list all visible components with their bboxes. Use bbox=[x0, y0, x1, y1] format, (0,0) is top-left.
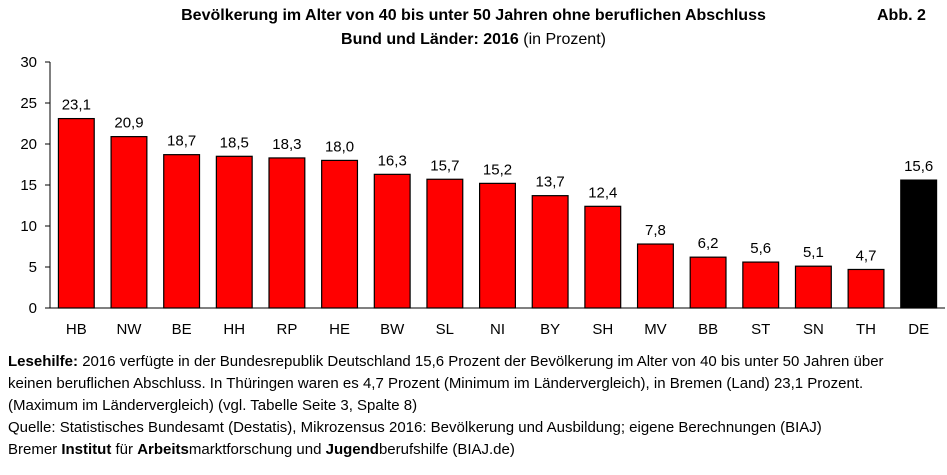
bar-th bbox=[847, 268, 885, 309]
lesehilfe-text1: 2016 verfügte in der Bundesrepublik Deut… bbox=[78, 353, 884, 370]
x-tick-label-bb: BB bbox=[698, 321, 718, 338]
chart-title-unit: (in Prozent) bbox=[518, 31, 606, 48]
data-label-bb: 6,2 bbox=[698, 235, 719, 252]
data-label-rp: 18,3 bbox=[272, 136, 301, 153]
x-tick-label-be: BE bbox=[172, 321, 192, 338]
lesehilfe-line3: (Maximum im Ländervergleich) (vgl. Tabel… bbox=[8, 397, 418, 414]
data-label-he: 18,0 bbox=[325, 138, 354, 155]
biaj-part: Bremer bbox=[8, 441, 62, 458]
y-tick-label: 10 bbox=[20, 218, 37, 235]
bar-de bbox=[900, 179, 938, 309]
y-tick-label: 25 bbox=[20, 95, 37, 112]
lesehilfe-line2: keinen beruflichen Abschluss. In Thüring… bbox=[8, 375, 864, 392]
data-label-st: 5,6 bbox=[750, 240, 771, 257]
x-tick-label-hh: HH bbox=[223, 321, 245, 338]
x-tick-label-hb: HB bbox=[66, 321, 87, 338]
data-label-by: 13,7 bbox=[536, 174, 565, 191]
biaj-part: marktforschung und bbox=[188, 441, 326, 458]
chart-title-bold: Bund und Länder: 2016 bbox=[341, 31, 519, 48]
x-tick-label-st: ST bbox=[751, 321, 770, 338]
lesehilfe-line1: Lesehilfe: 2016 verfügte in der Bundesre… bbox=[8, 351, 943, 373]
data-label-de: 15,6 bbox=[904, 158, 933, 175]
data-label-th: 4,7 bbox=[856, 247, 877, 264]
biaj-bold: Institut bbox=[61, 441, 112, 458]
data-label-be: 18,7 bbox=[167, 133, 196, 150]
x-tick-label-bw: BW bbox=[380, 321, 405, 338]
bar-ni bbox=[479, 182, 517, 309]
bar-chart: 0 5 10 15 20 25 30 23,1 HB 20,9 NW 18,7 BE 18,5 HH 18,3… bbox=[20, 54, 945, 338]
data-label-sn: 5,1 bbox=[803, 244, 824, 261]
chart-title-line2: Bund und Länder: 2016 (in Prozent) bbox=[0, 31, 947, 49]
x-tick-label-sn: SN bbox=[803, 321, 824, 338]
data-label-ni: 15,2 bbox=[483, 161, 512, 178]
biaj-bold: Arbeits bbox=[137, 441, 189, 458]
chart-title-line1: Bevölkerung im Alter von 40 bis unter 50… bbox=[181, 7, 766, 24]
bar-nw bbox=[110, 136, 148, 309]
biaj-bold: Jugend bbox=[325, 441, 379, 458]
bar-bb bbox=[689, 256, 727, 309]
data-label-hb: 23,1 bbox=[62, 97, 91, 114]
bar-bw bbox=[373, 173, 411, 309]
x-tick-label-de: DE bbox=[908, 321, 929, 338]
data-label-hh: 18,5 bbox=[220, 134, 249, 151]
x-tick-label-sl: SL bbox=[436, 321, 454, 338]
x-tick-label-sh: SH bbox=[592, 321, 613, 338]
lesehilfe-label: Lesehilfe: bbox=[8, 353, 79, 370]
biaj-line: Bremer Institut für Arbeitsmarktforschun… bbox=[8, 439, 943, 461]
x-tick-label-th: TH bbox=[856, 321, 876, 338]
bar-sl bbox=[426, 178, 464, 309]
x-tick-label-nw: NW bbox=[116, 321, 142, 338]
bar-by bbox=[531, 195, 569, 309]
data-label-sh: 12,4 bbox=[588, 184, 617, 201]
biaj-part: für bbox=[111, 441, 138, 458]
bar-hh bbox=[215, 155, 253, 309]
data-label-nw: 20,9 bbox=[114, 115, 143, 132]
y-tick-label: 20 bbox=[20, 136, 37, 153]
bar-st bbox=[742, 261, 780, 309]
y-tick-label: 30 bbox=[20, 54, 37, 71]
data-label-bw: 16,3 bbox=[378, 152, 407, 169]
x-tick-label-by: BY bbox=[540, 321, 560, 338]
data-label-sl: 15,7 bbox=[430, 157, 459, 174]
biaj-part: berufshilfe (BIAJ.de) bbox=[378, 441, 515, 458]
bar-hb bbox=[57, 117, 95, 309]
x-tick-label-ni: NI bbox=[490, 321, 505, 338]
x-tick-label-rp: RP bbox=[276, 321, 297, 338]
bar-be bbox=[163, 154, 201, 309]
data-label-mv: 7,8 bbox=[645, 222, 666, 239]
bar-he bbox=[321, 159, 359, 309]
bar-sn bbox=[794, 265, 832, 309]
y-tick-label: 5 bbox=[29, 259, 37, 276]
bar-mv bbox=[636, 243, 674, 309]
x-tick-label-he: HE bbox=[329, 321, 350, 338]
y-tick-label: 0 bbox=[29, 300, 37, 317]
figure-label: Abb. 2 bbox=[877, 7, 926, 24]
x-tick-label-mv: MV bbox=[644, 321, 667, 338]
bar-sh bbox=[584, 205, 622, 309]
bar-rp bbox=[268, 157, 306, 309]
notes: Lesehilfe: 2016 verfügte in der Bundesre… bbox=[8, 351, 943, 461]
source-line: Quelle: Statistisches Bundesamt (Destati… bbox=[8, 419, 822, 436]
y-tick-label: 15 bbox=[20, 177, 37, 194]
